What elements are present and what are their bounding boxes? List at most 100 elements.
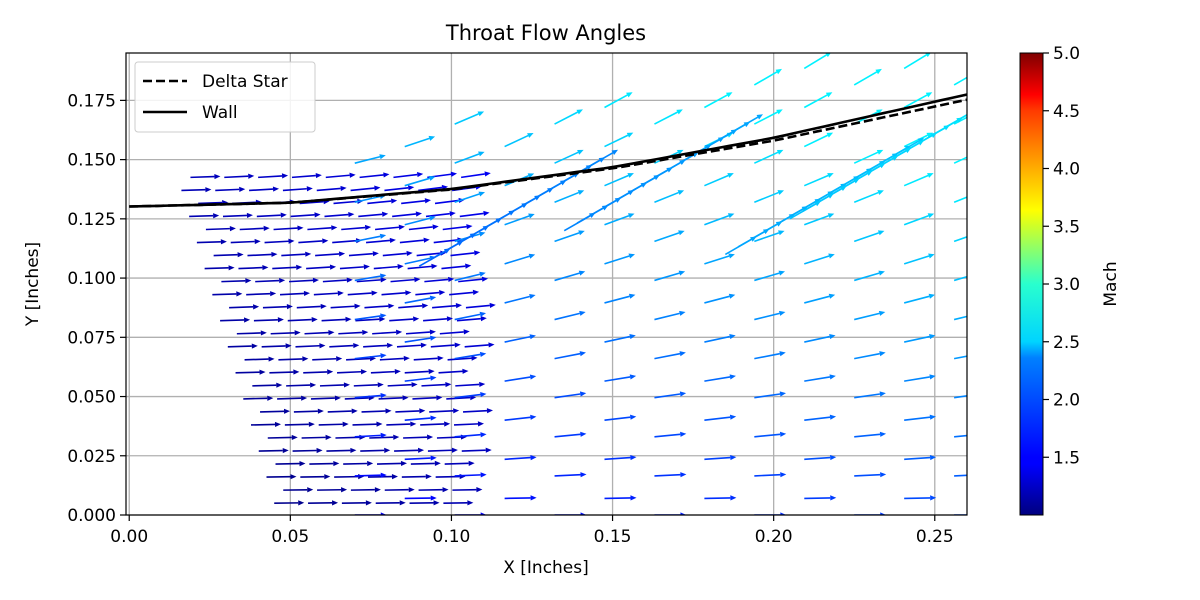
flow-arrow-head	[479, 271, 486, 277]
flow-arrow	[504, 293, 536, 304]
flow-arrow-shaft	[754, 272, 780, 282]
flow-arrow-head	[969, 110, 975, 115]
flow-arrow-head	[346, 277, 353, 283]
flow-arrow-shaft	[384, 186, 409, 192]
flow-arrow-head	[407, 185, 415, 191]
y-tick-label: 0.025	[67, 447, 116, 467]
colorbar-label: Mach	[1101, 261, 1121, 306]
flow-arrow	[222, 212, 253, 219]
flow-arrow	[903, 334, 936, 343]
flow-arrow	[804, 293, 836, 304]
flow-arrow-shaft	[370, 370, 395, 374]
flow-arrow	[390, 277, 421, 283]
flow-arrow	[424, 276, 455, 283]
flow-arrow	[386, 421, 417, 427]
flow-arrow-head	[379, 154, 386, 160]
flow-arrow-shaft	[304, 331, 329, 335]
flow-arrow	[604, 293, 636, 304]
flow-arrow	[220, 317, 251, 323]
flow-arrow-shaft	[704, 174, 729, 187]
flow-arrow-shaft	[704, 214, 730, 226]
flow-arrow	[315, 251, 346, 257]
flow-arrow-shaft	[390, 278, 415, 283]
flow-arrow-shaft	[389, 318, 414, 322]
flow-arrow	[229, 304, 260, 310]
flow-arrow-shaft	[446, 396, 471, 400]
flow-arrow-head	[478, 231, 486, 237]
flow-arrow	[286, 382, 317, 388]
flow-arrow-head	[400, 460, 408, 467]
flow-arrow	[413, 355, 444, 361]
flow-arrow-head	[679, 310, 686, 316]
flow-arrow-head	[406, 250, 413, 257]
flow-arrow	[904, 414, 936, 422]
flow-arrow-shaft	[424, 278, 449, 283]
flow-arrow	[953, 315, 967, 321]
flow-arrow	[654, 391, 687, 399]
flow-arrow-shaft	[278, 358, 303, 361]
flow-arrow-shaft	[262, 305, 287, 309]
flow-arrow	[853, 190, 884, 204]
flow-arrow-head	[430, 495, 437, 501]
flow-arrow-shaft	[554, 312, 581, 321]
flow-arrow	[504, 133, 534, 148]
flow-arrow	[704, 495, 737, 501]
flow-arrow-shaft	[903, 214, 929, 226]
flow-arrow-shaft	[220, 319, 245, 322]
flow-arrow	[753, 68, 783, 86]
flow-arrow	[554, 512, 587, 515]
flow-arrow-shaft	[261, 345, 286, 348]
flow-arrow-shaft	[277, 397, 302, 400]
flow-arrow	[418, 487, 449, 493]
flow-arrow	[279, 290, 310, 297]
flow-arrow	[378, 395, 409, 401]
flow-arrow-head	[579, 391, 587, 397]
flow-arrow-head	[297, 225, 304, 231]
flow-arrow	[853, 230, 885, 243]
flow-arrow	[604, 374, 637, 382]
flow-arrow-shaft	[429, 410, 454, 413]
flow-arrow	[283, 487, 314, 493]
flow-arrow-head	[928, 293, 936, 299]
flow-arrow	[298, 238, 329, 244]
flow-arrow	[421, 381, 452, 388]
flow-arrow-shaft	[382, 252, 407, 257]
flow-arrow-shaft	[403, 436, 428, 439]
flow-arrow	[405, 329, 436, 335]
flow-arrow	[338, 329, 369, 336]
flow-arrow	[454, 351, 487, 360]
y-axis-label: Y [Inches]	[23, 242, 43, 327]
flow-arrow	[604, 495, 637, 501]
flow-arrow	[393, 171, 424, 179]
flow-arrow-shaft	[704, 497, 731, 500]
flow-arrow-head	[978, 230, 985, 235]
flow-arrow	[404, 335, 437, 343]
flow-arrow-head	[927, 173, 934, 178]
flow-arrow	[704, 213, 735, 226]
flow-arrow-shaft	[459, 212, 484, 218]
flow-arrow-head	[296, 264, 303, 270]
flow-arrow-shaft	[321, 318, 346, 322]
flow-arrow	[604, 132, 634, 148]
flow-arrow-head	[329, 264, 337, 270]
flow-arrow	[291, 172, 322, 179]
flow-arrow	[274, 500, 305, 506]
flow-arrow-shaft	[298, 240, 323, 244]
flow-arrow-head	[345, 316, 352, 323]
flow-arrow	[370, 369, 401, 375]
flow-arrow-shaft	[260, 410, 285, 413]
flow-arrow-shaft	[404, 370, 429, 374]
flow-arrow	[356, 277, 387, 283]
colorbar-gradient	[1019, 52, 1044, 516]
flow-arrow-shaft	[504, 295, 530, 304]
flow-arrow-shaft	[332, 239, 357, 244]
flow-arrow	[803, 173, 834, 187]
colorbar-tick-label: 3.5	[1053, 217, 1080, 237]
flow-arrow-head	[480, 432, 487, 438]
flow-arrow	[953, 230, 985, 243]
flow-arrow	[463, 408, 494, 414]
flow-arrow-shaft	[367, 475, 393, 478]
flow-arrow-shaft	[353, 384, 378, 387]
flow-arrow	[404, 375, 437, 382]
flow-arrow-head	[453, 408, 460, 414]
